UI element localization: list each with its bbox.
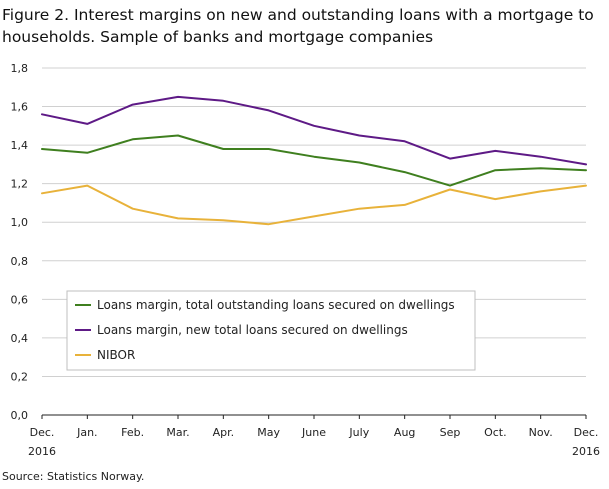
y-tick-label: 0,4 bbox=[11, 332, 29, 345]
source-note: Source: Statistics Norway. bbox=[2, 470, 145, 483]
x-tick-label: Apr. bbox=[213, 426, 235, 439]
series-line-1 bbox=[41, 134, 587, 187]
x-tick-label: Oct. bbox=[484, 426, 507, 439]
series-line-2 bbox=[41, 95, 587, 166]
legend-box bbox=[66, 290, 476, 371]
y-tick-label: 1,6 bbox=[11, 101, 29, 114]
y-tick-label: 1,8 bbox=[11, 62, 29, 75]
legend-label: Loans margin, new total loans secured on… bbox=[97, 323, 408, 337]
y-tick-label: 1,4 bbox=[11, 139, 29, 152]
x-tick-label: Nov. bbox=[529, 426, 553, 439]
legend: Loans margin, total outstanding loans se… bbox=[66, 290, 476, 371]
x-tick-label: Dec. bbox=[30, 426, 55, 439]
x-tick-label: Mar. bbox=[166, 426, 189, 439]
chart-title: Figure 2. Interest margins on new and ou… bbox=[2, 6, 594, 46]
series-line-3 bbox=[41, 184, 587, 226]
y-tick-label: 0,8 bbox=[11, 255, 29, 268]
y-tick-label: 0,6 bbox=[11, 293, 29, 306]
legend-label: NIBOR bbox=[97, 348, 135, 362]
x-tick-label: May bbox=[257, 426, 280, 439]
y-tick-label: 1,2 bbox=[11, 178, 29, 191]
y-tick-label: 1,0 bbox=[11, 216, 29, 229]
x-tick-label: Feb. bbox=[121, 426, 144, 439]
x-tick-label: Sep bbox=[440, 426, 461, 439]
x-year-label: 2016 bbox=[28, 445, 56, 458]
y-axis-ticks: 0,0 0,2 0,4 0,6 0,8 1,0 1,2 1,4 1,6 1,8 bbox=[11, 62, 29, 422]
x-year-label: 2016 bbox=[572, 445, 600, 458]
x-tick-label: Aug bbox=[394, 426, 415, 439]
y-tick-label: 0,0 bbox=[11, 409, 29, 422]
series-lines bbox=[41, 95, 587, 226]
x-tick-label: July bbox=[348, 426, 369, 439]
legend-label: Loans margin, total outstanding loans se… bbox=[97, 298, 455, 312]
x-tick-label: Jan. bbox=[76, 426, 97, 439]
x-tick-label: Dec. bbox=[574, 426, 599, 439]
y-tick-label: 0,2 bbox=[11, 370, 29, 383]
x-axis-ticks: Dec. Jan. Feb. Mar. Apr. May June July Aug Sep Oct… bbox=[28, 415, 600, 458]
x-tick-label: June bbox=[301, 426, 326, 439]
